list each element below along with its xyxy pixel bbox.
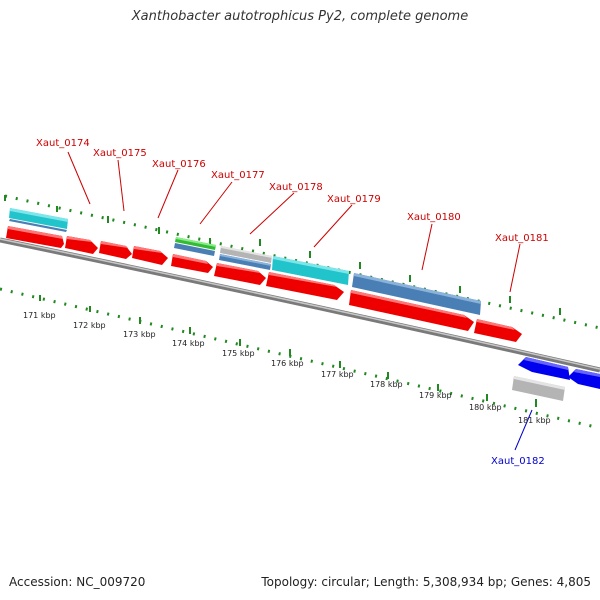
gene-label-xaut-0179[interactable]: Xaut_0179	[327, 194, 381, 205]
gene-cds-reverse-1	[518, 357, 570, 380]
gene-cds-6	[214, 263, 266, 285]
gene-cds-7	[266, 272, 344, 300]
gene-label-xaut-0180[interactable]: Xaut_0180	[407, 212, 461, 223]
scale-label-178: 178 kbp	[370, 380, 403, 389]
gene-feature-cyan-2	[272, 256, 349, 285]
gene-labels: Xaut_0174 Xaut_0175 Xaut_0176 Xaut_0177 …	[36, 138, 549, 467]
gene-cds-8	[349, 290, 474, 331]
gene-label-xaut-0175[interactable]: Xaut_0175	[93, 148, 147, 159]
scale-label-180: 180 kbp	[469, 403, 502, 412]
scale-label-171: 171 kbp	[23, 311, 56, 320]
gene-cds-4	[132, 246, 168, 265]
scale-label-176: 176 kbp	[271, 359, 304, 368]
label-leader-lines	[67, 151, 533, 451]
outer-dotted-track	[4, 194, 600, 330]
outer-major-ticks	[4, 195, 561, 315]
genome-summary-text: Topology: circular; Length: 5,308,934 bp…	[261, 575, 591, 589]
gene-feature-steelblue-2	[174, 243, 215, 256]
forward-genes	[6, 208, 522, 342]
gene-cds-3	[99, 241, 132, 259]
gene-label-xaut-0174[interactable]: Xaut_0174	[36, 138, 90, 149]
gene-feature-grey-2	[512, 376, 565, 401]
gene-cds-1	[6, 226, 64, 248]
scale-labels: 171 kbp 172 kbp 173 kbp 174 kbp 175 kbp …	[23, 311, 551, 425]
gene-feature-steelblue-1	[9, 219, 67, 232]
reverse-genes	[512, 357, 600, 401]
gene-label-xaut-0182[interactable]: Xaut_0182	[491, 456, 545, 467]
scale-label-174: 174 kbp	[172, 339, 205, 348]
scale-label-172: 172 kbp	[73, 321, 106, 330]
scale-label-181: 181 kbp	[518, 416, 551, 425]
gene-feature-steelblue-4	[352, 273, 481, 315]
scale-label-173: 173 kbp	[123, 330, 156, 339]
scale-label-179: 179 kbp	[419, 391, 452, 400]
accession-text: Accession: NC_009720	[9, 575, 146, 589]
inner-major-ticks	[39, 295, 537, 407]
genome-backbone	[0, 237, 600, 373]
gene-label-xaut-0178[interactable]: Xaut_0178	[269, 182, 323, 193]
scale-label-177: 177 kbp	[321, 370, 354, 379]
gene-label-xaut-0176[interactable]: Xaut_0176	[152, 159, 206, 170]
gene-label-xaut-0177[interactable]: Xaut_0177	[211, 170, 265, 181]
gene-label-xaut-0181[interactable]: Xaut_0181	[495, 233, 549, 244]
scale-label-175: 175 kbp	[222, 349, 255, 358]
genome-title: Xanthobacter autotrophicus Py2, complete…	[131, 9, 469, 24]
gene-cds-9	[474, 319, 522, 342]
gene-cds-5	[171, 254, 213, 273]
